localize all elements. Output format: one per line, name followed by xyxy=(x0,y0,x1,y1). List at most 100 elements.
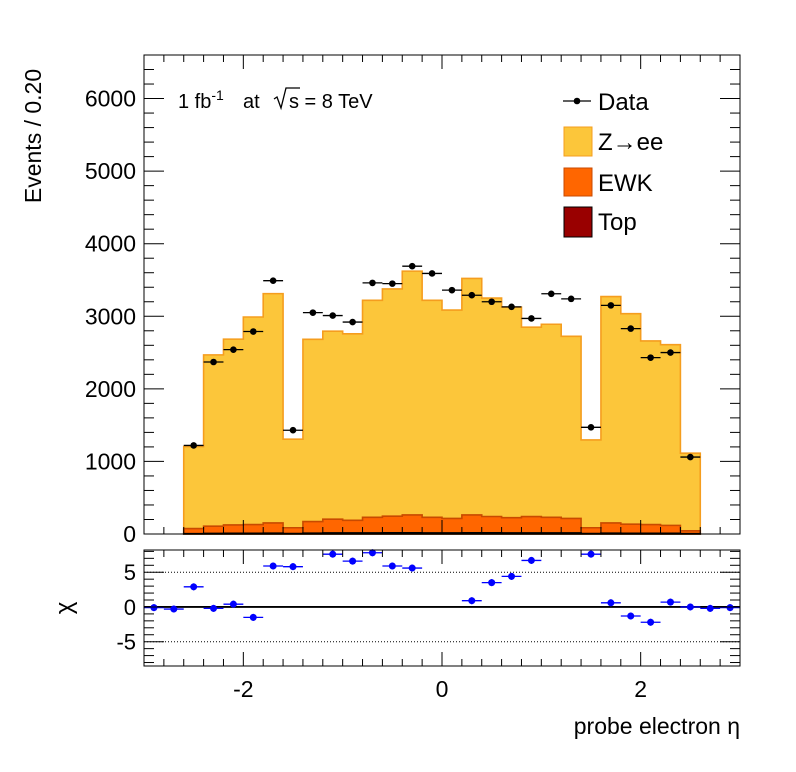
data-point xyxy=(600,302,621,309)
chi-point-marker xyxy=(647,618,655,626)
legend-data-marker xyxy=(573,97,581,105)
data-point-marker xyxy=(687,453,694,461)
sqrt-sign xyxy=(273,87,300,111)
data-point xyxy=(402,262,423,270)
chi-point xyxy=(720,604,740,612)
chi-point xyxy=(144,604,164,612)
chi-point-marker xyxy=(388,562,396,570)
data-point xyxy=(461,291,482,299)
data-point xyxy=(223,346,244,353)
legend-swatch-top xyxy=(563,206,593,238)
chi-point xyxy=(342,557,363,565)
xtick-label: -2 xyxy=(233,676,253,702)
chi-point xyxy=(600,599,621,607)
main-ytick-label: 2000 xyxy=(85,376,136,402)
data-point xyxy=(302,309,323,316)
chi-point xyxy=(620,612,641,620)
chi-point-marker xyxy=(408,564,416,572)
data-point-marker xyxy=(210,358,217,366)
ratio-ytick-label: -5 xyxy=(116,630,136,655)
xtick-label: 2 xyxy=(634,676,647,702)
xtick-label: 0 xyxy=(436,676,449,702)
lumi-annotation: 1 fb-1 at s = 8 TeV xyxy=(178,87,373,113)
data-point xyxy=(581,424,601,431)
data-point-marker xyxy=(567,295,575,303)
data-point-marker xyxy=(249,328,257,335)
chi-point xyxy=(660,598,681,606)
main-ytick-label: 3000 xyxy=(85,303,136,329)
data-point xyxy=(640,354,661,361)
lumi-exponent: -1 xyxy=(211,87,224,103)
legend-swatch-zee xyxy=(563,126,593,157)
data-point-marker xyxy=(349,318,356,326)
data-point-marker xyxy=(428,270,436,277)
data-point-marker xyxy=(547,290,555,298)
legend-entry-ewk: EWK xyxy=(563,167,653,197)
main-ytick-label: 5000 xyxy=(85,158,136,184)
main-ytick-label: 1000 xyxy=(85,448,136,474)
data-point xyxy=(680,453,701,461)
legend-entry-top: Top xyxy=(563,206,637,238)
lumi-text: 1 fb-1 xyxy=(178,87,224,113)
chi-point xyxy=(283,563,303,571)
data-point-marker xyxy=(269,277,277,285)
legend-label-data: Data xyxy=(598,89,649,116)
lumi-prefix: 1 fb xyxy=(178,91,211,113)
data-point-marker xyxy=(667,349,674,356)
main-ytick-label: 0 xyxy=(123,521,136,547)
chi-point xyxy=(223,600,244,608)
legend-entry-zee: Z→ee xyxy=(563,126,663,157)
histogram-zee xyxy=(182,270,702,535)
ratio-ytick-label: 5 xyxy=(124,560,136,585)
chi-point-marker xyxy=(706,604,714,612)
data-point-marker xyxy=(607,302,615,309)
chi-point xyxy=(322,550,343,558)
data-point xyxy=(283,426,303,434)
chi-point xyxy=(501,572,522,580)
chi-point-marker xyxy=(508,572,516,580)
chi-point-marker xyxy=(349,557,357,565)
chi-point xyxy=(700,604,721,612)
data-point-marker xyxy=(230,346,237,353)
chi-point-marker xyxy=(329,550,337,558)
data-point xyxy=(660,349,681,356)
chi-point-marker xyxy=(368,549,376,557)
data-point-marker xyxy=(448,286,456,294)
data-point-marker xyxy=(468,291,476,299)
chi-point xyxy=(382,562,403,570)
legend-swatch-ewk xyxy=(563,167,593,197)
data-point xyxy=(521,315,542,322)
data-point-marker xyxy=(508,303,515,311)
data-point xyxy=(322,312,343,319)
chi-point xyxy=(163,605,184,613)
chi-point xyxy=(263,562,284,570)
chi-point xyxy=(640,618,661,626)
data-point-marker xyxy=(587,424,595,431)
legend-entry-data: Data xyxy=(563,89,649,116)
data-point-marker xyxy=(289,426,297,434)
main-y-axis-label: Events / 0.20 xyxy=(20,69,46,203)
data-point-marker xyxy=(389,280,396,287)
legend: Data Z→ee EWK Top xyxy=(563,89,663,238)
data-point xyxy=(481,298,502,306)
data-point xyxy=(501,303,522,311)
data-point-marker xyxy=(528,315,535,322)
legend-label-ewk: EWK xyxy=(598,170,653,197)
data-point xyxy=(561,295,582,303)
chi-point-marker xyxy=(627,612,635,620)
main-ytick-label: 6000 xyxy=(85,86,136,112)
data-point-marker xyxy=(190,442,197,449)
chi-point-marker xyxy=(210,604,218,612)
chi-point-marker xyxy=(150,604,158,612)
chi-point xyxy=(481,579,502,587)
ratio-panel: -5 0 5 -2 0 2 χ probe electron η xyxy=(51,549,741,739)
chi-point xyxy=(183,583,204,591)
data-point-marker xyxy=(329,312,337,319)
data-point-marker xyxy=(647,354,654,361)
data-point-marker xyxy=(488,298,495,306)
chi-point-marker xyxy=(726,604,734,612)
ratio-grid xyxy=(144,571,740,643)
main-axes: 0 1000 2000 3000 4000 5000 6000 xyxy=(85,54,741,547)
data-point xyxy=(541,290,562,298)
